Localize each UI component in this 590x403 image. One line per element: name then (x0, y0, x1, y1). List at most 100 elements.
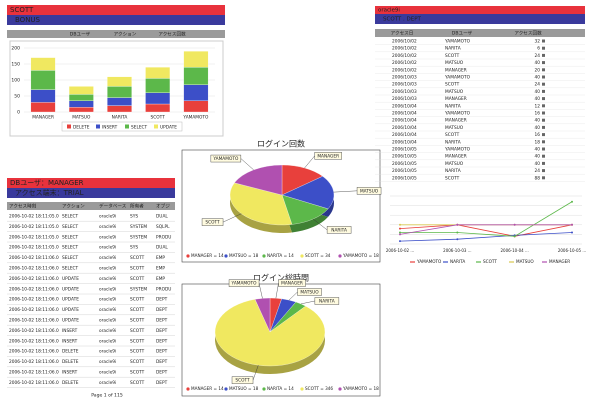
legend-label: YAMAMOTO = 18 (342, 386, 379, 391)
callout-box (314, 152, 342, 160)
column-header: DBユーザ (70, 32, 91, 38)
subtitle-bar (7, 188, 175, 198)
bar-segment (183, 84, 209, 101)
table-cell: SELECT (62, 224, 79, 230)
table-cell: SELECT (62, 234, 79, 240)
series-point (399, 223, 401, 226)
table-cell: 2006/10/05 (392, 168, 417, 174)
row-icon (542, 154, 545, 158)
table-cell: 2006-10-02 18:11:06.0 (9, 266, 59, 272)
callout-line (304, 155, 315, 169)
column-header: データベース (99, 203, 127, 210)
column-header: 所有者 (130, 203, 144, 210)
table-cell: MANAGER (445, 67, 467, 73)
table-cell: oracle9i (99, 338, 116, 344)
table-cell: 88 (535, 175, 541, 181)
legend-label: MANAGER (549, 259, 570, 264)
table-cell: SCOTT (130, 338, 145, 344)
table-cell: 2006-10-02 18:11:06.0 (9, 349, 59, 355)
callout-line (288, 291, 298, 301)
table-cell: 12 (535, 103, 541, 109)
table-cell: oracle9i (99, 297, 116, 303)
table-cell: PRODU (156, 234, 171, 240)
table-cell: oracle9i (99, 359, 116, 365)
legend-label: SELECT (131, 124, 148, 130)
panel-title: oracle9i (378, 8, 400, 14)
table-cell: DELETE (62, 380, 79, 386)
legend-label: SCOTT = 346 (305, 386, 333, 391)
table-cell: SELECT (62, 255, 79, 261)
column-header: アクセス回数 (158, 31, 186, 38)
x-tick-label: MANAGER (32, 115, 54, 121)
legend-label: MATSUO (516, 259, 534, 264)
table-cell: YAMAMOTO (444, 39, 471, 45)
table-cell: 40 (535, 118, 541, 124)
legend-label: SCOTT = 34 (305, 253, 331, 258)
table-cell: 24 (535, 82, 541, 88)
slice-label: SCOTT (235, 378, 250, 384)
table-header (7, 30, 225, 38)
table-cell: oracle9i (99, 234, 116, 240)
legend-label: UPDATE (160, 124, 177, 130)
table-cell: oracle9i (99, 349, 116, 355)
table-cell: NARITA (445, 103, 461, 109)
table-cell: oracle9i (99, 380, 116, 386)
table-cell: 40 (535, 75, 541, 81)
table-cell: 40 (535, 89, 541, 95)
table-cell: SCOTT (445, 82, 460, 88)
table-cell: DELETE (62, 359, 79, 365)
table-cell: 2006/10/02 (392, 60, 417, 66)
bar-segment (145, 78, 171, 93)
bar-segment (68, 100, 94, 108)
table-cell: oracle9i (99, 370, 116, 376)
callout-line (240, 158, 254, 171)
table-header (375, 29, 585, 37)
table-header (7, 202, 175, 210)
legend-label: YAMAMOTO = 18 (342, 253, 379, 258)
table-cell: DELETE (62, 349, 79, 355)
series-point (456, 238, 459, 241)
bar-segment (183, 100, 209, 113)
legend-swatch (186, 254, 190, 258)
table-cell: 2006/10/05 (392, 161, 417, 167)
table-cell: PRODU (156, 286, 171, 292)
bar-segment (145, 67, 171, 79)
table-cell: oracle9i (99, 245, 116, 251)
legend-swatch (67, 124, 71, 129)
x-tick-label: 2006-10-03 ... (443, 248, 471, 253)
bar-segment (183, 67, 209, 85)
column-header: アクション (114, 32, 137, 38)
title-bar (7, 5, 225, 15)
table-cell: 24 (535, 53, 541, 59)
table-cell: MATSUO (445, 125, 464, 131)
table-cell: 40 (535, 60, 541, 66)
table-cell: SCOTT (445, 175, 460, 181)
callout-line (222, 213, 242, 223)
callout-line (333, 190, 358, 193)
legend-swatch (186, 387, 190, 391)
table-cell: 2006-10-02 18:11:05.0 (9, 224, 59, 230)
legend-label: YAMAMOTO (416, 259, 442, 264)
y-tick-label: 50 (14, 94, 20, 100)
table-cell: INSERT (62, 328, 78, 334)
table-cell: SYSTEM (130, 286, 147, 292)
table-cell: DEPT (156, 370, 168, 376)
series-line (399, 224, 573, 237)
table-cell: SELECT (62, 245, 79, 251)
title-bar (7, 178, 175, 188)
table-cell: DEPT (156, 338, 168, 344)
table-cell: NARITA (445, 139, 461, 145)
series-line (399, 232, 573, 242)
x-tick-label: 2006-10-02 ... (386, 248, 414, 253)
table-cell: SCOTT (130, 276, 145, 282)
table-cell: MANAGER (445, 154, 467, 160)
table-cell: 2006/10/04 (392, 118, 417, 124)
table-cell: SCOTT (445, 53, 460, 59)
table-cell: EMP (156, 255, 165, 261)
row-icon (542, 75, 545, 79)
legend-label: MATSUO = 18 (229, 253, 259, 258)
pie-slice (229, 182, 293, 226)
callout-line (258, 283, 263, 299)
table-cell: 16 (535, 132, 541, 138)
